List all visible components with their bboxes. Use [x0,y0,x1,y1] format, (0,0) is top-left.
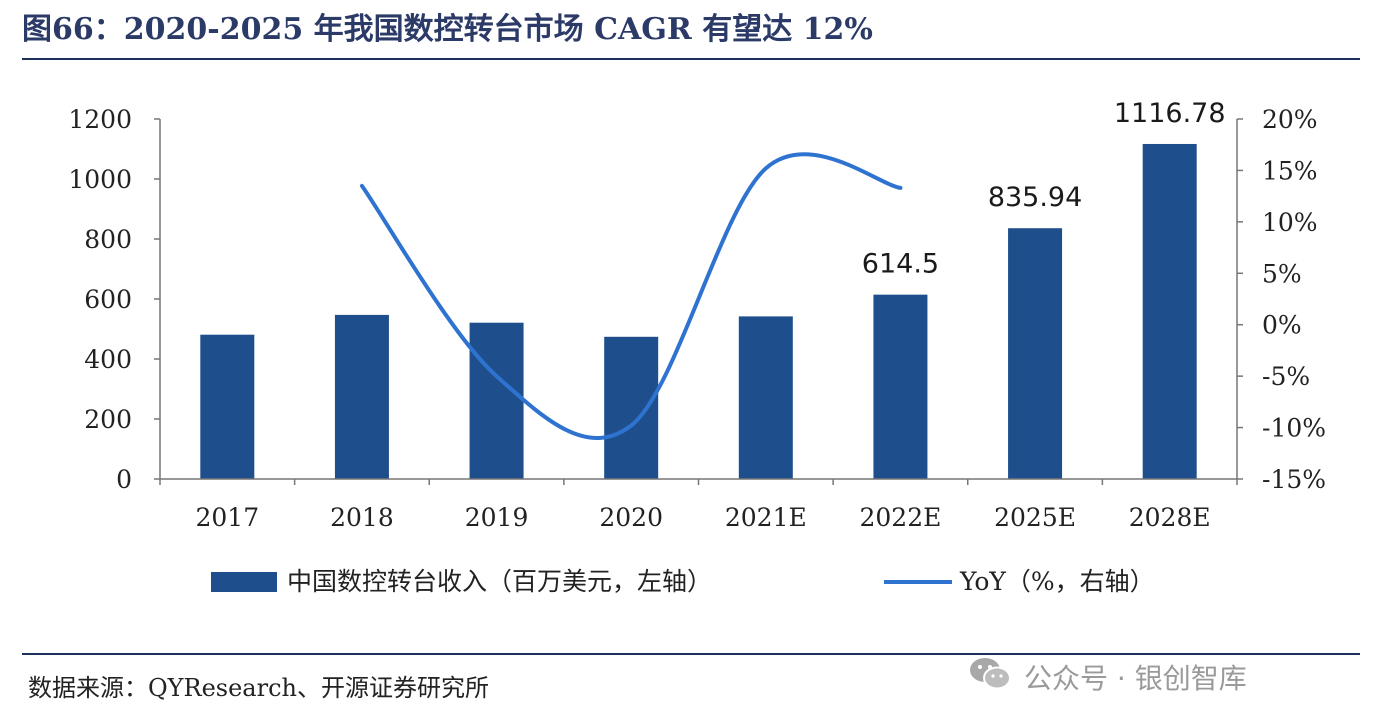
x-tick-label-2018: 2018 [330,503,394,532]
bar-2025E [1008,228,1063,479]
axes: 0 200 400 600 800 1000 1200 -15% -10% -5% 0% 5% 10% 1… [68,105,1326,532]
bar-2022E [873,294,928,479]
source-note: 数据来源：QYResearch、开源证券研究所 [28,674,489,702]
title-rule [22,58,1360,60]
y-left-tick-label: 1000 [68,165,132,194]
legend-line-label: YoY（%，右轴） [959,567,1155,596]
bar-2028E [1142,143,1197,479]
legend-bar-label: 中国数控转台收入（百万美元，左轴） [287,567,712,596]
bar-2020 [604,336,659,479]
x-tick-label-2019: 2019 [465,503,529,532]
legend: 中国数控转台收入（百万美元，左轴） YoY（%，右轴） [211,567,1155,596]
y-left-tick-label: 600 [84,285,132,314]
bar-2018 [334,314,389,479]
data-label-2028E: 1116.78 [1114,98,1226,129]
x-tick-label-2017: 2017 [196,503,260,532]
y-left-tick-label: 200 [84,405,132,434]
yoy-line-group [359,152,903,440]
y-right-tick-label: 5% [1262,259,1302,288]
x-tick-label-2021E: 2021E [725,503,807,532]
y-right-tick-label: -5% [1262,362,1310,391]
x-tick-label-2022E: 2022E [860,503,942,532]
y-right-tick-label: 0% [1262,311,1302,340]
watermark: 公众号 · 银创智库 [968,652,1247,702]
y-left-tick-label: 400 [84,345,132,374]
watermark-text: 公众号 · 银创智库 [1024,662,1247,695]
y-right-tick-label: -10% [1262,414,1326,443]
bar-group [200,143,1197,479]
x-tick-label-2028E: 2028E [1129,503,1211,532]
source-rule [22,653,1360,655]
wechat-icon [968,655,1012,700]
bar-2017 [200,334,255,479]
y-right-tick-label: 10% [1262,208,1318,237]
data-label-2025E: 835.94 [988,182,1082,213]
chart-title: 图66：2020-2025 年我国数控转台市场 CAGR 有望达 12% [22,12,873,47]
bar-2021E [738,316,793,479]
legend-bar-swatch [211,572,277,592]
data-labels: 614.5 835.94 1116.78 [862,98,1226,280]
y-left-tick-label: 1200 [68,105,132,134]
chart: 0 200 400 600 800 1000 1200 -15% -10% -5% 0% 5% 10% 1… [68,98,1326,596]
yoy-line [359,152,903,440]
data-label-2022E: 614.5 [862,249,939,280]
y-left-tick-label: 0 [116,465,132,494]
y-left-tick-label: 800 [84,225,132,254]
x-tick-label-2025E: 2025E [994,503,1076,532]
y-right-tick-label: 20% [1262,105,1318,134]
y-right-tick-label: 15% [1262,156,1318,185]
x-tick-label-2020: 2020 [599,503,663,532]
y-right-tick-label: -15% [1262,465,1326,494]
bar-2019 [469,322,524,479]
